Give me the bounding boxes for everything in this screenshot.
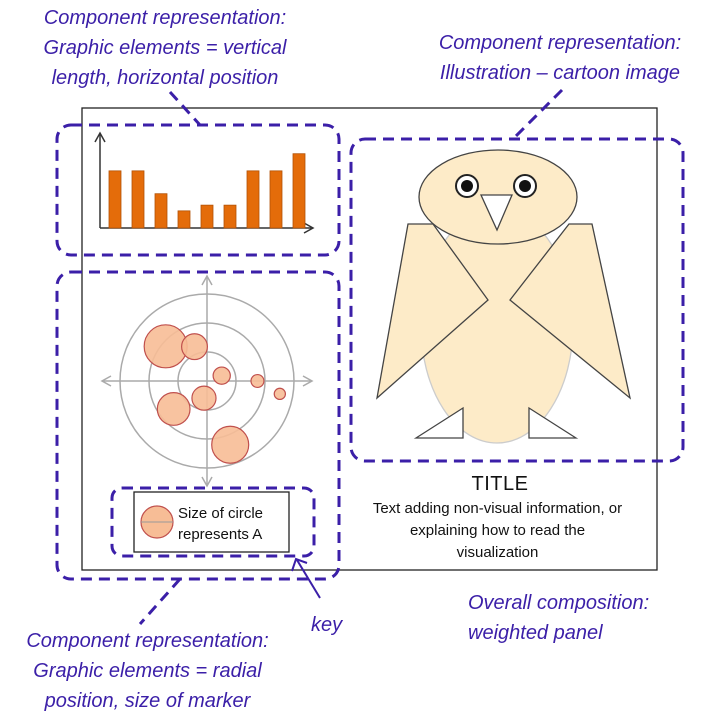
connector-top-right xyxy=(511,88,564,141)
panel-description: Text adding non-visual information, or e… xyxy=(340,498,655,564)
bubble xyxy=(143,324,188,369)
key-arrow xyxy=(291,557,321,599)
bubble xyxy=(156,392,191,426)
annotation-line: Graphic elements = radial xyxy=(33,660,262,682)
dashed-box-illustration xyxy=(349,137,685,463)
dashed-box-radial-chart xyxy=(55,270,341,581)
radial-arrow-bottom xyxy=(201,476,213,488)
annotation-line: Overall composition: xyxy=(468,592,650,614)
description-line: explaining how to read the xyxy=(409,522,586,539)
bar xyxy=(246,170,260,229)
bar xyxy=(200,204,214,229)
annotation-line: position, size of marker xyxy=(44,690,251,712)
bubble xyxy=(212,366,231,385)
dashed-box-key xyxy=(110,486,316,558)
annotation-line: weighted panel xyxy=(468,622,603,644)
bar-x-arrow xyxy=(303,222,315,234)
key-label: Size of circle represents A xyxy=(178,503,263,545)
connector-top-left xyxy=(168,90,202,127)
bar xyxy=(292,153,306,229)
annotation-line: Graphic elements = vertical xyxy=(43,37,287,59)
bubble xyxy=(191,385,217,411)
owl-illustration xyxy=(376,149,632,444)
annotation-overall: Overall composition: weighted panel xyxy=(468,588,649,648)
bar xyxy=(154,193,168,229)
annotation-top-left: Component representation: Graphic elemen… xyxy=(10,3,320,93)
bar xyxy=(131,170,145,229)
bar-y-arrow xyxy=(94,131,106,143)
annotation-line: length, horizontal position xyxy=(51,67,279,89)
radial-arrow-left xyxy=(100,375,112,387)
annotation-key: key xyxy=(311,614,343,636)
radial-arrow-top xyxy=(201,274,213,286)
bar xyxy=(269,170,283,229)
owl-right-foot xyxy=(528,406,579,439)
annotation-line: Component representation: xyxy=(26,630,269,652)
bar xyxy=(177,210,191,229)
description-line: visualization xyxy=(456,544,539,561)
radial-chart xyxy=(100,274,314,488)
annotation-line: Component representation: xyxy=(43,7,287,29)
description-line: Text adding non-visual information, or xyxy=(372,500,623,517)
bar xyxy=(108,170,122,229)
owl-beak xyxy=(479,194,513,232)
owl-left-wing xyxy=(376,223,489,400)
outer-panel xyxy=(81,107,658,571)
radial-arrow-right xyxy=(302,375,314,387)
annotation-bottom-left: Component representation: Graphic elemen… xyxy=(0,626,295,716)
owl-left-foot xyxy=(413,406,464,439)
bar xyxy=(223,204,237,229)
annotation-top-right: Component representation: Illustration –… xyxy=(410,28,710,88)
annotation-line: Illustration – cartoon image xyxy=(439,62,681,84)
bubble xyxy=(250,373,265,389)
bubble xyxy=(273,387,287,401)
annotation-line: Component representation: xyxy=(438,32,682,54)
bubble xyxy=(181,333,209,361)
key-label-line: Size of circle xyxy=(178,505,264,522)
bar-chart xyxy=(94,131,315,234)
key-label-line: represents A xyxy=(178,526,263,543)
connector-bottom-left xyxy=(138,578,182,625)
owl-left-pupil xyxy=(461,180,473,192)
owl-right-pupil xyxy=(519,180,531,192)
owl-right-wing xyxy=(509,223,632,400)
panel-title: TITLE xyxy=(471,473,529,495)
bubble xyxy=(211,425,250,464)
